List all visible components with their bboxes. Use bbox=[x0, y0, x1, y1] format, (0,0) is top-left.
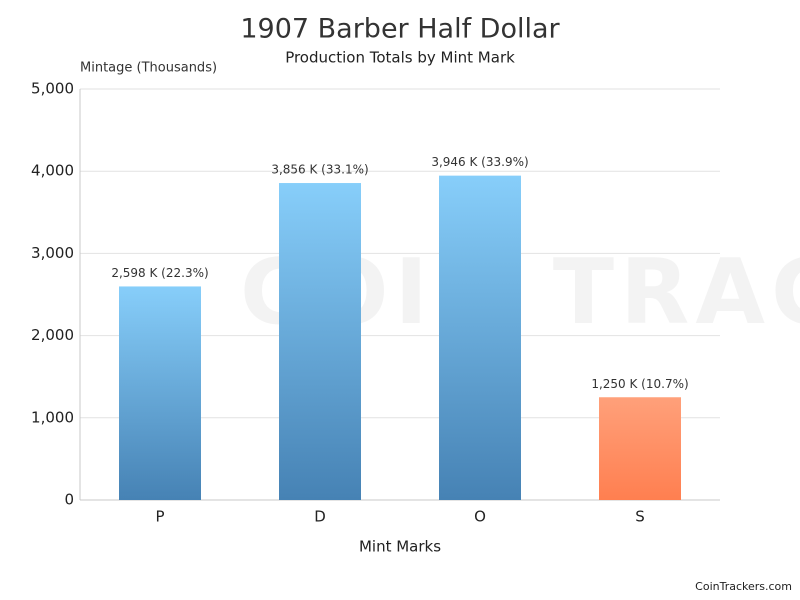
bar bbox=[599, 397, 681, 500]
y-tick-label: 1,000 bbox=[31, 408, 74, 426]
value-label: 3,856 K (33.1%) bbox=[271, 163, 368, 177]
value-label: 3,946 K (33.9%) bbox=[431, 155, 528, 169]
bar bbox=[439, 176, 521, 500]
y-tick-label: 0 bbox=[64, 491, 74, 509]
value-label: 2,598 K (22.3%) bbox=[111, 266, 208, 280]
y-tick-label: 5,000 bbox=[31, 80, 74, 98]
x-tick-label: S bbox=[635, 508, 645, 526]
chart-subtitle: Production Totals by Mint Mark bbox=[285, 49, 515, 67]
y-axis-label: Mintage (Thousands) bbox=[80, 61, 217, 76]
chart-title: 1907 Barber Half Dollar bbox=[240, 14, 560, 45]
value-label: 1,250 K (10.7%) bbox=[591, 377, 688, 391]
x-tick-label: D bbox=[314, 508, 326, 526]
y-tick-label: 2,000 bbox=[31, 326, 74, 344]
footer: CoinTrackers.com bbox=[695, 580, 792, 593]
x-tick-label: O bbox=[474, 508, 486, 526]
y-tick-label: 4,000 bbox=[31, 162, 74, 180]
x-tick-label: P bbox=[155, 508, 164, 526]
bar bbox=[279, 183, 361, 500]
bar bbox=[119, 286, 201, 500]
x-axis-label: Mint Marks bbox=[359, 538, 441, 556]
y-tick-label: 3,000 bbox=[31, 244, 74, 262]
